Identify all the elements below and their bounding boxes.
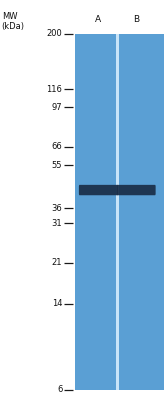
Text: 31: 31 — [52, 219, 62, 228]
Bar — [75, 34, 116, 390]
Text: 55: 55 — [52, 160, 62, 170]
Text: 21: 21 — [52, 258, 62, 267]
Bar — [116, 34, 119, 390]
Text: 6: 6 — [57, 386, 62, 394]
Bar — [119, 34, 164, 390]
FancyBboxPatch shape — [79, 185, 118, 195]
Text: 36: 36 — [51, 204, 62, 212]
Text: 66: 66 — [51, 142, 62, 151]
Text: 200: 200 — [47, 30, 62, 38]
Text: MW
(kDa): MW (kDa) — [2, 12, 25, 31]
Text: 14: 14 — [52, 300, 62, 308]
Text: B: B — [133, 15, 139, 24]
Text: A: A — [95, 15, 102, 24]
Text: 116: 116 — [46, 85, 62, 94]
FancyBboxPatch shape — [117, 185, 156, 195]
Text: 97: 97 — [52, 103, 62, 112]
